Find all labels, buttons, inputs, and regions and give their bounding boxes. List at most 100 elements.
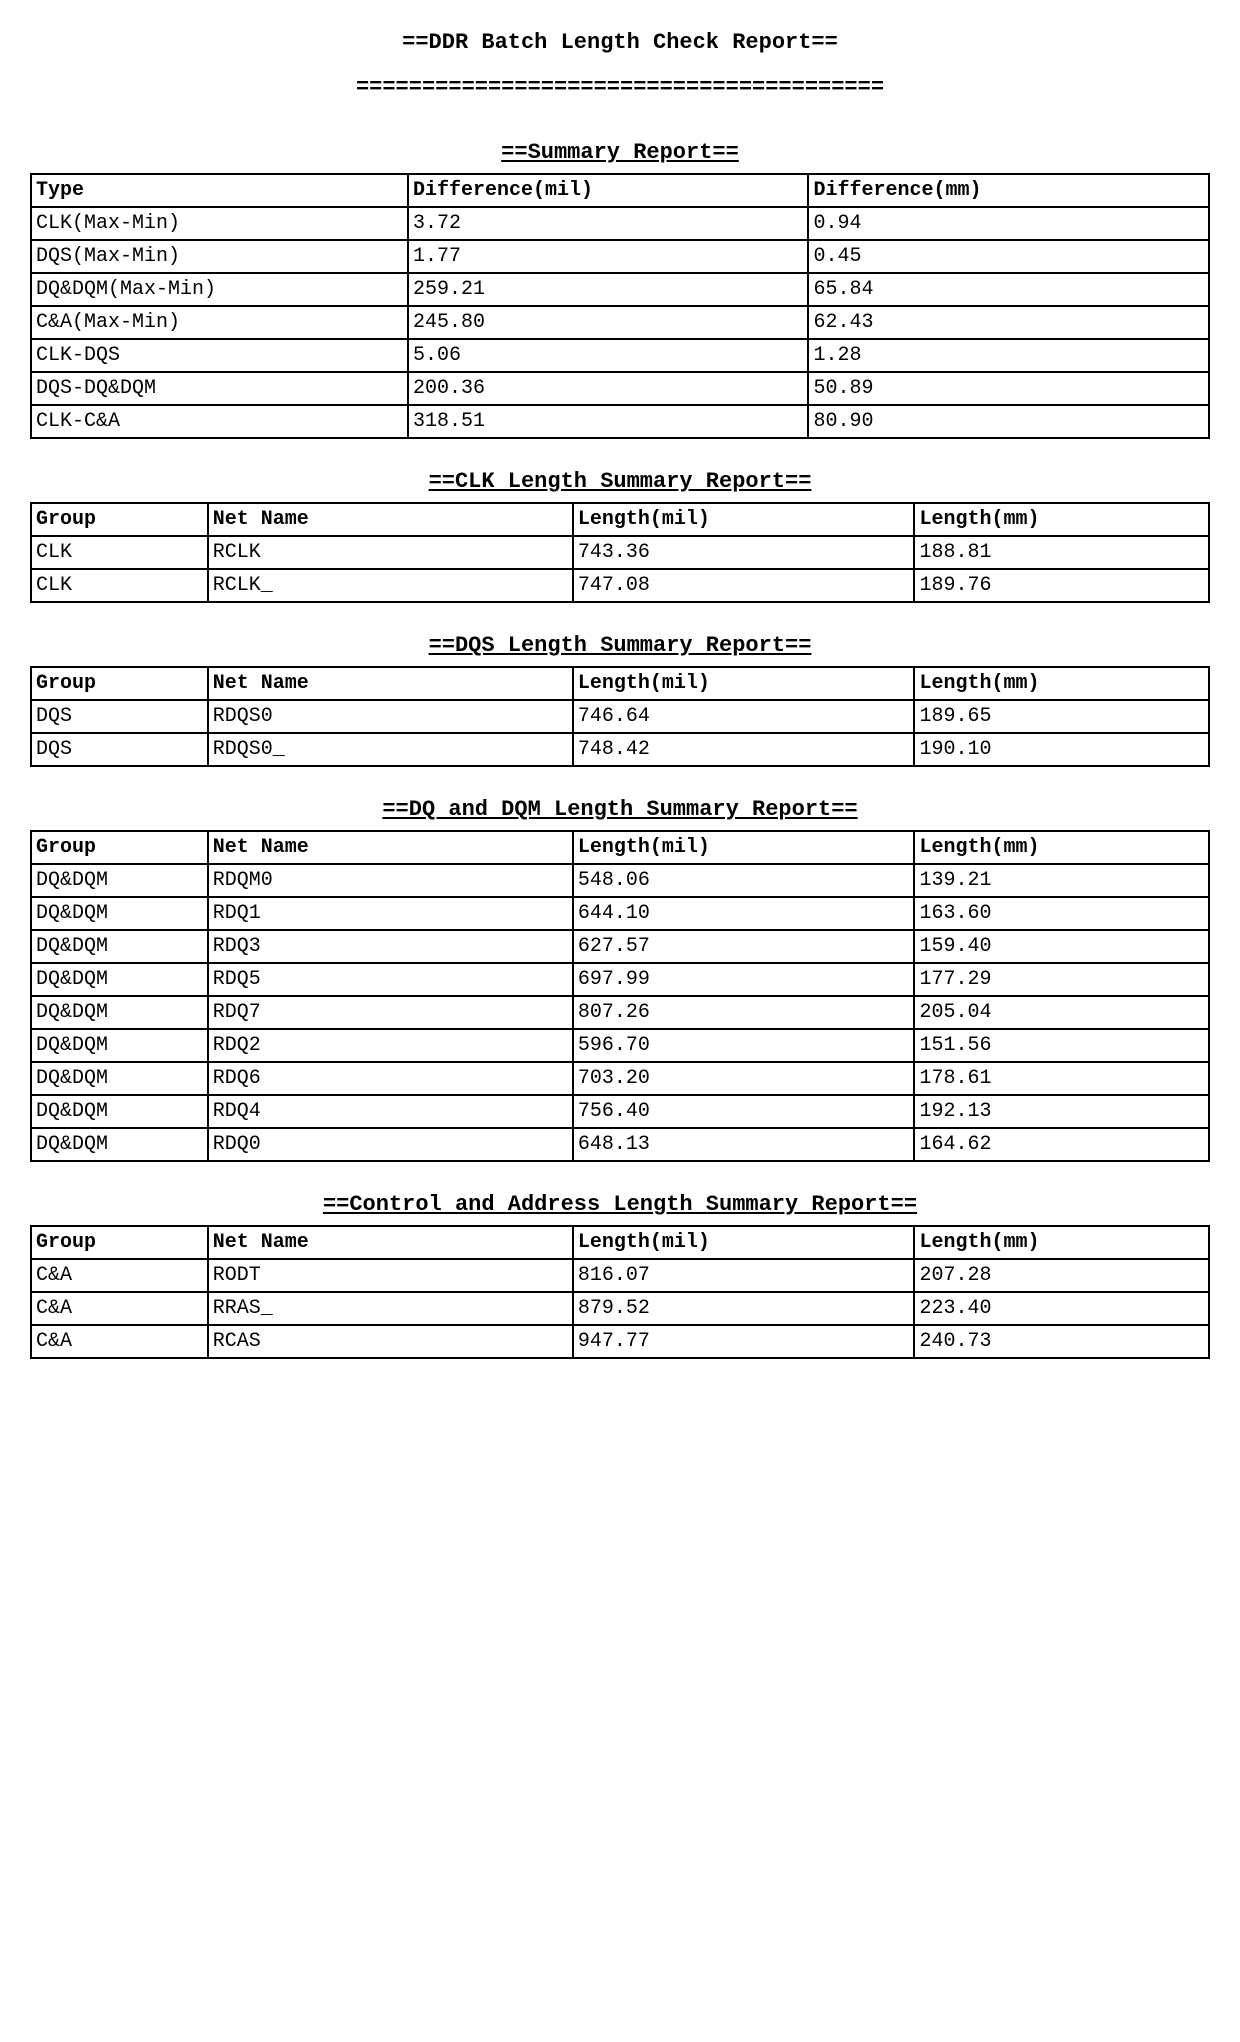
table-cell: 163.60 [914, 897, 1209, 930]
table-cell: RCLK [208, 536, 573, 569]
table-cell: CLK-DQS [31, 339, 408, 372]
table-cell: 596.70 [573, 1029, 915, 1062]
table-cell: RDQ1 [208, 897, 573, 930]
ca-col-netname: Net Name [208, 1226, 573, 1259]
table-cell: 177.29 [914, 963, 1209, 996]
dqs-col-netname: Net Name [208, 667, 573, 700]
table-cell: 879.52 [573, 1292, 915, 1325]
table-cell: 259.21 [408, 273, 809, 306]
table-cell: 189.76 [914, 569, 1209, 602]
dqs-body: DQSRDQS0746.64189.65DQSRDQS0_748.42190.1… [31, 700, 1209, 766]
table-cell: DQ&DQM [31, 930, 208, 963]
table-cell: C&A(Max-Min) [31, 306, 408, 339]
clk-title: ==CLK Length Summary Report== [30, 469, 1210, 494]
table-row: CLK(Max-Min)3.720.94 [31, 207, 1209, 240]
summary-col-type: Type [31, 174, 408, 207]
table-cell: RDQS0 [208, 700, 573, 733]
clk-col-len-mil: Length(mil) [573, 503, 915, 536]
table-cell: 648.13 [573, 1128, 915, 1161]
table-cell: 139.21 [914, 864, 1209, 897]
table-row: DQS-DQ&DQM200.3650.89 [31, 372, 1209, 405]
ca-body: C&ARODT816.07207.28C&ARRAS_879.52223.40C… [31, 1259, 1209, 1358]
table-cell: 644.10 [573, 897, 915, 930]
dqs-col-group: Group [31, 667, 208, 700]
clk-table: Group Net Name Length(mil) Length(mm) CL… [30, 502, 1210, 603]
table-cell: 747.08 [573, 569, 915, 602]
table-cell: 697.99 [573, 963, 915, 996]
table-cell: CLK [31, 569, 208, 602]
table-cell: 62.43 [808, 306, 1209, 339]
table-cell: DQS [31, 733, 208, 766]
table-cell: RDQM0 [208, 864, 573, 897]
table-cell: 0.94 [808, 207, 1209, 240]
table-row: DQSRDQS0746.64189.65 [31, 700, 1209, 733]
ca-col-len-mil: Length(mil) [573, 1226, 915, 1259]
table-cell: 748.42 [573, 733, 915, 766]
table-cell: DQ&DQM [31, 996, 208, 1029]
table-cell: 190.10 [914, 733, 1209, 766]
table-cell: 318.51 [408, 405, 809, 438]
table-cell: 164.62 [914, 1128, 1209, 1161]
table-cell: 223.40 [914, 1292, 1209, 1325]
clk-body: CLKRCLK743.36188.81CLKRCLK_747.08189.76 [31, 536, 1209, 602]
table-cell: RDQ4 [208, 1095, 573, 1128]
table-row: CLKRCLK743.36188.81 [31, 536, 1209, 569]
table-row: DQ&DQMRDQM0548.06139.21 [31, 864, 1209, 897]
table-row: DQ&DQMRDQ3627.57159.40 [31, 930, 1209, 963]
table-cell: 245.80 [408, 306, 809, 339]
table-cell: RDQ2 [208, 1029, 573, 1062]
table-cell: RDQ5 [208, 963, 573, 996]
table-cell: DQ&DQM [31, 1095, 208, 1128]
dqdqm-table: Group Net Name Length(mil) Length(mm) DQ… [30, 830, 1210, 1162]
summary-col-diff-mm: Difference(mm) [808, 174, 1209, 207]
table-cell: 50.89 [808, 372, 1209, 405]
dqdqm-col-len-mil: Length(mil) [573, 831, 915, 864]
table-row: CLK-DQS5.061.28 [31, 339, 1209, 372]
table-cell: 200.36 [408, 372, 809, 405]
table-cell: RDQS0_ [208, 733, 573, 766]
table-row: DQ&DQMRDQ4756.40192.13 [31, 1095, 1209, 1128]
table-cell: DQS-DQ&DQM [31, 372, 408, 405]
table-cell: 205.04 [914, 996, 1209, 1029]
table-row: DQ&DQMRDQ5697.99177.29 [31, 963, 1209, 996]
table-cell: 188.81 [914, 536, 1209, 569]
table-cell: 703.20 [573, 1062, 915, 1095]
table-row: DQ&DQM(Max-Min)259.2165.84 [31, 273, 1209, 306]
table-cell: CLK [31, 536, 208, 569]
dqs-title: ==DQS Length Summary Report== [30, 633, 1210, 658]
table-cell: RDQ0 [208, 1128, 573, 1161]
table-cell: C&A [31, 1292, 208, 1325]
table-row: C&ARODT816.07207.28 [31, 1259, 1209, 1292]
table-cell: DQ&DQM [31, 1029, 208, 1062]
table-cell: CLK(Max-Min) [31, 207, 408, 240]
table-cell: 756.40 [573, 1095, 915, 1128]
table-cell: DQ&DQM [31, 897, 208, 930]
table-cell: 1.28 [808, 339, 1209, 372]
table-cell: 807.26 [573, 996, 915, 1029]
ca-col-group: Group [31, 1226, 208, 1259]
table-cell: RRAS_ [208, 1292, 573, 1325]
table-cell: 947.77 [573, 1325, 915, 1358]
table-cell: CLK-C&A [31, 405, 408, 438]
table-cell: C&A [31, 1325, 208, 1358]
ca-table: Group Net Name Length(mil) Length(mm) C&… [30, 1225, 1210, 1359]
clk-col-len-mm: Length(mm) [914, 503, 1209, 536]
table-row: DQS(Max-Min)1.770.45 [31, 240, 1209, 273]
table-cell: RCLK_ [208, 569, 573, 602]
table-cell: 65.84 [808, 273, 1209, 306]
clk-col-netname: Net Name [208, 503, 573, 536]
table-cell: 178.61 [914, 1062, 1209, 1095]
table-cell: 151.56 [914, 1029, 1209, 1062]
table-cell: DQS [31, 700, 208, 733]
table-row: DQ&DQMRDQ6703.20178.61 [31, 1062, 1209, 1095]
table-row: DQ&DQMRDQ7807.26205.04 [31, 996, 1209, 1029]
table-cell: 5.06 [408, 339, 809, 372]
table-cell: 3.72 [408, 207, 809, 240]
dqs-table: Group Net Name Length(mil) Length(mm) DQ… [30, 666, 1210, 767]
table-cell: 0.45 [808, 240, 1209, 273]
table-cell: C&A [31, 1259, 208, 1292]
table-cell: DQS(Max-Min) [31, 240, 408, 273]
table-cell: DQ&DQM [31, 1128, 208, 1161]
table-row: DQSRDQS0_748.42190.10 [31, 733, 1209, 766]
table-cell: 159.40 [914, 930, 1209, 963]
